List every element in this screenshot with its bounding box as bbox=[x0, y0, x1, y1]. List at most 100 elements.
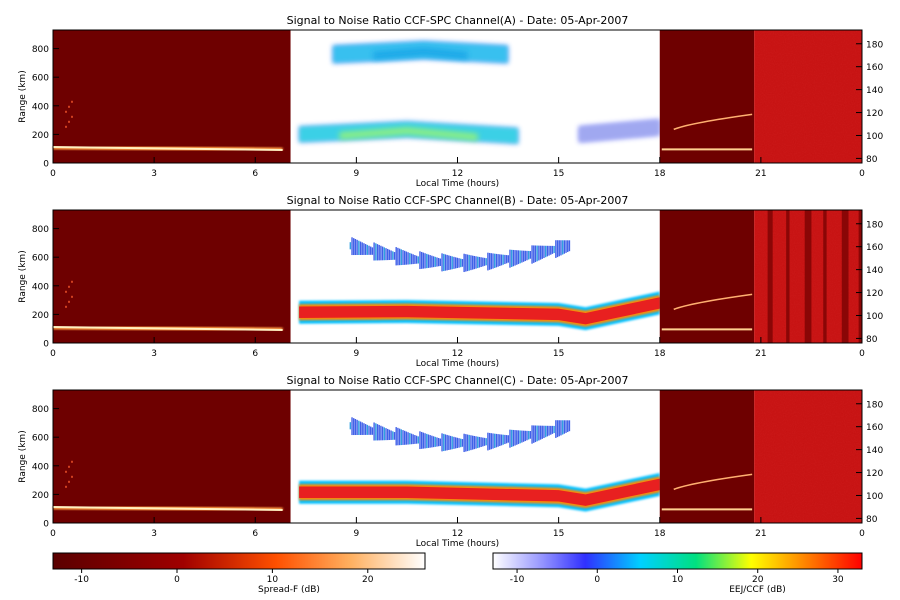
x-tick-label: 0 bbox=[859, 349, 865, 359]
band-upper-echo bbox=[437, 257, 440, 267]
band-upper-echo bbox=[463, 433, 465, 453]
band-upper-echo bbox=[356, 419, 358, 436]
band-upper-echo bbox=[478, 436, 481, 448]
spread-f-block-right bbox=[659, 390, 755, 523]
band-upper-echo bbox=[470, 435, 472, 451]
x-tick-label: 6 bbox=[252, 529, 258, 539]
echo-line bbox=[52, 145, 283, 151]
band-upper-echo bbox=[434, 436, 436, 447]
y-tick-label: 200 bbox=[32, 311, 49, 321]
band-upper-echo bbox=[390, 250, 392, 260]
y2-tick-label: 160 bbox=[866, 423, 883, 433]
x-tick-label: 21 bbox=[755, 349, 766, 359]
band-upper-echo bbox=[429, 255, 431, 268]
band-upper-echo bbox=[386, 248, 389, 261]
y-tick-label: 400 bbox=[32, 462, 49, 472]
x-tick-label: 15 bbox=[553, 349, 564, 359]
band-upper-echo bbox=[529, 431, 532, 439]
band-upper-echo bbox=[521, 430, 523, 443]
band-upper-echo bbox=[364, 244, 367, 255]
band-upper-echo bbox=[420, 251, 423, 269]
band-upper-echo bbox=[359, 421, 362, 435]
band-upper-echo bbox=[410, 433, 413, 445]
band-upper-echo bbox=[517, 250, 520, 265]
band-upper-echo bbox=[441, 433, 443, 452]
echo-speckle bbox=[71, 295, 73, 298]
band-upper-echo bbox=[485, 438, 487, 446]
panel-title: Signal to Noise Ratio CCF-SPC Channel(A)… bbox=[287, 14, 629, 27]
band-upper-echo bbox=[393, 252, 396, 260]
band-upper-echo bbox=[488, 252, 491, 270]
echo-speckle bbox=[65, 290, 67, 293]
y-axis-label: Range (km) bbox=[18, 250, 28, 302]
band-upper-echo bbox=[536, 425, 538, 442]
band-upper-echo bbox=[507, 255, 509, 263]
colorbar-label: Spread-F (dB) bbox=[258, 585, 320, 595]
band-upper-echo bbox=[371, 427, 374, 435]
band-upper-echo bbox=[480, 437, 482, 447]
band-upper-echo bbox=[495, 253, 498, 268]
band-upper-echo bbox=[448, 435, 450, 450]
x-tick-label: 0 bbox=[50, 169, 56, 179]
band-upper-echo bbox=[383, 247, 386, 261]
band-upper-echo bbox=[512, 249, 515, 267]
colorbar-tick-label: 10 bbox=[267, 575, 279, 585]
band-upper-echo bbox=[505, 435, 508, 444]
band-upper-echo bbox=[460, 438, 462, 448]
band-upper-echo bbox=[568, 240, 571, 252]
y-tick-label: 0 bbox=[43, 160, 49, 170]
band-upper-echo bbox=[405, 431, 408, 445]
band-upper-echo bbox=[449, 435, 452, 450]
band-upper-echo bbox=[529, 251, 532, 259]
band-upper-echo bbox=[544, 425, 547, 438]
spread-f-block-right bbox=[659, 30, 755, 163]
band-upper-echo bbox=[471, 255, 474, 270]
band-upper-echo bbox=[434, 256, 436, 267]
echo-speckle bbox=[71, 280, 73, 283]
band-upper-echo bbox=[555, 240, 557, 258]
band-upper-echo bbox=[510, 249, 513, 267]
band-upper-echo bbox=[392, 251, 394, 260]
x-tick-label: 9 bbox=[354, 529, 360, 539]
band-upper-echo bbox=[494, 253, 496, 268]
band-upper-echo bbox=[527, 430, 530, 440]
band-upper-echo bbox=[390, 430, 392, 440]
band-upper-echo bbox=[436, 437, 438, 447]
band-upper-echo bbox=[539, 245, 542, 260]
band-upper-echo bbox=[475, 436, 477, 449]
band-upper-echo bbox=[386, 428, 389, 441]
band-upper-echo bbox=[397, 427, 399, 446]
band-upper-echo bbox=[361, 242, 363, 255]
band-upper-echo bbox=[381, 246, 384, 261]
y2-tick-label: 100 bbox=[866, 132, 883, 142]
band-upper-echo bbox=[490, 433, 493, 450]
band-upper-echo bbox=[483, 257, 486, 266]
x-tick-label: 12 bbox=[452, 169, 463, 179]
x-tick-label: 0 bbox=[50, 529, 56, 539]
band-upper-echo bbox=[553, 245, 555, 254]
echo-speckle bbox=[65, 485, 67, 488]
band-upper-echo bbox=[478, 256, 481, 268]
band-upper-echo bbox=[366, 244, 369, 255]
band-upper-echo bbox=[398, 428, 401, 446]
x-tick-label: 6 bbox=[252, 169, 258, 179]
echo-speckle bbox=[68, 105, 70, 108]
y2-tick-label: 180 bbox=[866, 400, 883, 410]
band-upper-echo bbox=[548, 425, 550, 436]
band-upper-echo bbox=[409, 252, 411, 265]
x-axis-label: Local Time (hours) bbox=[416, 539, 499, 549]
y-tick-label: 0 bbox=[43, 340, 49, 350]
y-axis-label: Range (km) bbox=[18, 430, 28, 482]
band-upper-echo bbox=[565, 240, 567, 253]
band-upper-echo bbox=[456, 437, 459, 449]
band-upper-echo bbox=[512, 429, 515, 447]
band-upper-echo bbox=[483, 437, 486, 446]
y-tick-label: 400 bbox=[32, 102, 49, 112]
band-upper-echo bbox=[349, 242, 352, 250]
x-tick-label: 18 bbox=[654, 349, 666, 359]
band-upper-echo bbox=[568, 420, 571, 432]
band-upper-echo bbox=[420, 431, 423, 449]
x-tick-label: 12 bbox=[452, 529, 463, 539]
band-upper-echo bbox=[439, 438, 442, 446]
band-upper-echo bbox=[398, 248, 401, 266]
